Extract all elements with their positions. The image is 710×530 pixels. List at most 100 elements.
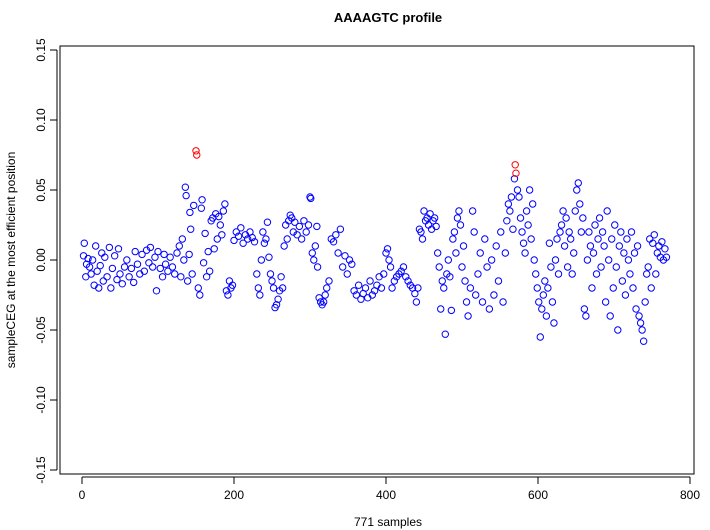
data-point bbox=[146, 243, 155, 252]
data-points bbox=[79, 147, 671, 345]
data-point bbox=[504, 200, 513, 208]
data-point bbox=[308, 249, 316, 257]
data-point bbox=[380, 270, 388, 278]
data-point bbox=[515, 193, 523, 201]
data-point bbox=[641, 298, 649, 306]
data-point bbox=[332, 231, 340, 239]
data-point bbox=[156, 264, 164, 273]
data-point bbox=[93, 267, 101, 275]
data-point bbox=[338, 263, 347, 271]
data-point bbox=[215, 212, 223, 221]
data-point bbox=[565, 228, 573, 236]
data-point bbox=[88, 256, 97, 264]
x-tick-label: 200 bbox=[224, 488, 244, 502]
data-point bbox=[624, 256, 633, 264]
data-point bbox=[307, 194, 315, 203]
data-point bbox=[232, 228, 240, 236]
data-point bbox=[129, 278, 138, 287]
data-point bbox=[237, 224, 245, 232]
data-point bbox=[650, 231, 658, 239]
data-point bbox=[377, 284, 386, 292]
data-point bbox=[441, 330, 449, 338]
y-axis: -0.15 -0.10 -0.05 0.00 0.05 0.10 0.15 bbox=[34, 38, 58, 484]
data-point bbox=[306, 193, 314, 201]
data-point bbox=[582, 312, 590, 320]
data-point bbox=[570, 249, 578, 257]
x-tick-label: 400 bbox=[376, 488, 396, 502]
data-point bbox=[456, 221, 465, 229]
data-point bbox=[350, 287, 358, 295]
data-point bbox=[390, 277, 399, 285]
data-point bbox=[461, 277, 469, 285]
data-point bbox=[551, 256, 560, 264]
data-point bbox=[260, 239, 269, 247]
data-point bbox=[618, 277, 627, 285]
data-point bbox=[560, 242, 569, 250]
data-point bbox=[110, 252, 119, 260]
data-point bbox=[538, 305, 546, 313]
data-point bbox=[412, 298, 421, 306]
highlighted-point bbox=[192, 147, 200, 155]
data-point bbox=[466, 284, 475, 292]
data-point bbox=[221, 200, 229, 208]
data-point bbox=[113, 275, 121, 284]
data-point bbox=[620, 249, 628, 257]
data-point bbox=[234, 232, 243, 240]
data-point bbox=[635, 312, 643, 320]
data-point bbox=[557, 221, 566, 229]
data-point bbox=[617, 228, 625, 236]
data-point bbox=[647, 284, 655, 292]
x-axis-title: 771 samples bbox=[354, 515, 422, 529]
data-point bbox=[352, 291, 361, 299]
data-point bbox=[509, 225, 517, 233]
data-point bbox=[550, 319, 558, 327]
data-point bbox=[123, 256, 131, 264]
data-point bbox=[661, 245, 669, 253]
data-point bbox=[432, 222, 440, 231]
data-point bbox=[313, 263, 322, 271]
data-point bbox=[458, 263, 466, 271]
data-point bbox=[105, 243, 114, 252]
data-point bbox=[304, 221, 313, 229]
data-point bbox=[175, 242, 183, 250]
data-point bbox=[341, 252, 349, 260]
x-tick-label: 600 bbox=[528, 488, 548, 502]
data-point bbox=[598, 228, 607, 236]
data-point bbox=[178, 235, 187, 243]
data-point bbox=[539, 291, 548, 299]
data-point bbox=[283, 235, 291, 243]
data-point bbox=[280, 242, 288, 250]
data-point bbox=[218, 231, 226, 239]
data-point bbox=[562, 214, 570, 222]
data-point bbox=[152, 287, 161, 295]
data-point bbox=[164, 267, 172, 275]
data-point bbox=[559, 207, 567, 215]
data-point bbox=[611, 221, 619, 229]
data-point bbox=[532, 270, 540, 278]
data-point bbox=[464, 312, 472, 320]
data-point bbox=[450, 228, 459, 236]
data-point bbox=[418, 235, 427, 243]
data-point bbox=[313, 222, 321, 231]
data-point bbox=[556, 228, 564, 236]
data-point bbox=[177, 273, 185, 281]
data-point bbox=[265, 253, 273, 261]
data-point bbox=[483, 263, 491, 271]
data-point bbox=[361, 284, 370, 292]
data-point bbox=[621, 291, 630, 299]
data-point bbox=[438, 277, 446, 285]
data-point bbox=[636, 319, 645, 327]
data-point bbox=[127, 264, 136, 273]
data-point bbox=[216, 221, 225, 229]
data-point bbox=[85, 263, 94, 271]
data-point bbox=[535, 298, 543, 306]
data-point bbox=[501, 249, 510, 257]
data-point bbox=[614, 326, 622, 334]
data-point bbox=[553, 235, 561, 243]
data-point bbox=[295, 222, 304, 231]
data-point bbox=[638, 326, 646, 334]
data-point bbox=[662, 253, 671, 261]
data-point bbox=[91, 242, 100, 250]
data-point bbox=[597, 263, 605, 271]
data-point bbox=[87, 270, 95, 278]
